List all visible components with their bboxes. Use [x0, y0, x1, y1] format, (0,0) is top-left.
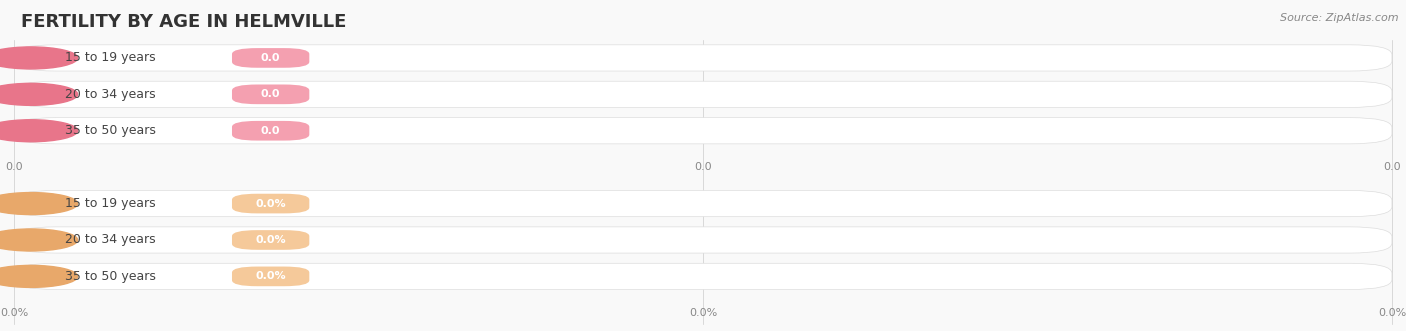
Text: Source: ZipAtlas.com: Source: ZipAtlas.com	[1281, 13, 1399, 23]
FancyBboxPatch shape	[232, 121, 309, 141]
Text: 0.0: 0.0	[1384, 162, 1400, 172]
Text: 0.0: 0.0	[262, 89, 280, 99]
Text: 0.0%: 0.0%	[1378, 308, 1406, 318]
Text: 35 to 50 years: 35 to 50 years	[65, 270, 156, 283]
FancyBboxPatch shape	[14, 263, 1392, 290]
Text: 20 to 34 years: 20 to 34 years	[65, 88, 155, 101]
Text: 0.0%: 0.0%	[256, 235, 285, 245]
Text: 0.0%: 0.0%	[689, 308, 717, 318]
Text: 15 to 19 years: 15 to 19 years	[65, 197, 155, 210]
Circle shape	[0, 83, 77, 105]
Text: 0.0%: 0.0%	[0, 308, 28, 318]
Text: 15 to 19 years: 15 to 19 years	[65, 51, 155, 65]
FancyBboxPatch shape	[14, 227, 1392, 253]
FancyBboxPatch shape	[232, 194, 309, 213]
Text: 35 to 50 years: 35 to 50 years	[65, 124, 156, 137]
FancyBboxPatch shape	[14, 81, 1392, 108]
Text: 0.0: 0.0	[695, 162, 711, 172]
Text: 0.0: 0.0	[262, 126, 280, 136]
FancyBboxPatch shape	[232, 230, 309, 250]
Circle shape	[0, 47, 77, 69]
Circle shape	[0, 193, 77, 214]
Text: 0.0%: 0.0%	[256, 271, 285, 281]
Text: 20 to 34 years: 20 to 34 years	[65, 233, 155, 247]
Text: 0.0: 0.0	[6, 162, 22, 172]
FancyBboxPatch shape	[14, 45, 1392, 71]
FancyBboxPatch shape	[232, 84, 309, 104]
Circle shape	[0, 229, 77, 251]
Circle shape	[0, 120, 77, 142]
FancyBboxPatch shape	[14, 118, 1392, 144]
Text: 0.0%: 0.0%	[256, 199, 285, 209]
Text: 0.0: 0.0	[262, 53, 280, 63]
FancyBboxPatch shape	[14, 190, 1392, 217]
FancyBboxPatch shape	[232, 48, 309, 68]
Circle shape	[0, 265, 77, 287]
Text: FERTILITY BY AGE IN HELMVILLE: FERTILITY BY AGE IN HELMVILLE	[21, 13, 346, 31]
FancyBboxPatch shape	[232, 266, 309, 286]
